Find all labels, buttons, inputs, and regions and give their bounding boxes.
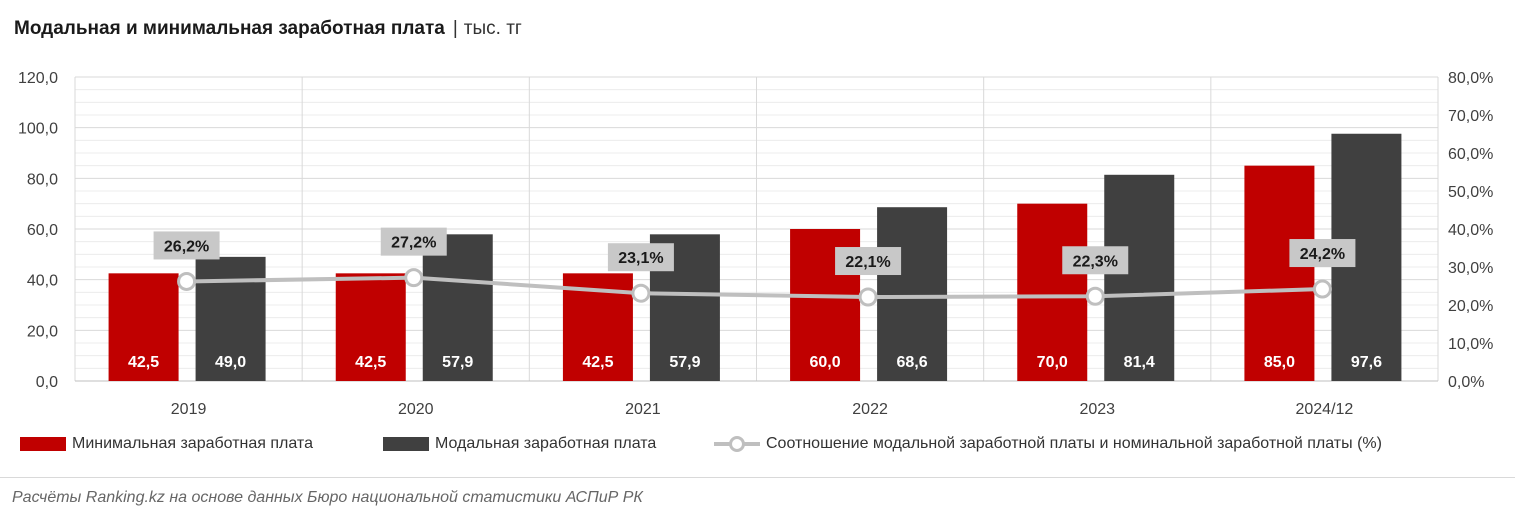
source-note: Расчёты Ranking.kz на основе данных Бюро… [12,489,643,506]
ratio-point [177,271,197,291]
ratio-label-box [1289,239,1356,268]
bar-modal-wage [877,207,948,381]
data-label-modal-wage: 57,9 [442,354,473,371]
bar-min-wage [335,273,406,381]
y-left-tick-label: 0,0 [36,374,58,391]
data-label-modal-wage: 57,9 [669,354,700,371]
legend-swatch-min-wage [20,437,66,451]
legend-label-min-wage: Минимальная заработная плата [72,435,313,452]
ratio-point [858,287,878,307]
data-label-modal-wage: 81,4 [1124,354,1155,371]
chart-legend: Минимальная заработная плата Модальная з… [0,435,1515,463]
y-left-tick-label: 20,0 [27,323,58,340]
data-label-ratio: 22,3% [1073,253,1118,270]
x-tick-label: 2020 [398,401,434,418]
legend-item-min-wage: Минимальная заработная плата [20,435,313,453]
y-right-tick-label: 0,0% [1448,374,1484,391]
x-tick-label: 2019 [171,401,207,418]
bar-min-wage [108,273,179,381]
data-label-min-wage: 85,0 [1264,354,1295,371]
chart-title-unit: тыс. тг [463,18,522,39]
y-right-tick-label: 40,0% [1448,222,1493,239]
chart-title-main: Модальная и минимальная заработная плата [14,18,445,39]
ratio-point [1312,279,1332,299]
y-right-tick-label: 30,0% [1448,260,1493,277]
ratio-series-line [186,275,1323,300]
legend-item-ratio: Соотношение модальной заработной платы и… [714,435,1382,453]
title-separator: | [452,18,458,39]
data-label-ratio: 26,2% [164,238,209,255]
bar-modal-wage [1104,174,1175,381]
y-left-tick-label: 120,0 [18,70,58,87]
y-right-tick-label: 20,0% [1448,298,1493,315]
data-label-ratio: 27,2% [391,235,436,252]
y-right-tick-label: 60,0% [1448,146,1493,163]
ratio-label-box [607,243,674,272]
y-right-tick-label: 10,0% [1448,336,1493,353]
bar-min-wage [1244,165,1315,381]
ratio-point [1085,286,1105,306]
data-label-ratio: 24,2% [1300,246,1345,263]
data-label-ratio: 23,1% [618,250,663,267]
y-left-tick-label: 80,0 [27,171,58,188]
x-tick-label: 2022 [852,401,888,418]
data-label-min-wage: 60,0 [810,354,841,371]
legend-swatch-ratio [714,436,760,452]
x-tick-label: 2023 [1079,401,1115,418]
ratio-label-box [153,231,220,260]
legend-label-modal-wage: Модальная заработная плата [435,435,657,452]
chart-canvas: 0,0 20,0 40,0 60,0 80,0 100,0 120,0 0,0% 10,0% 20… [18,70,1493,418]
y-right-tick-label: 50,0% [1448,184,1493,201]
source-divider [0,477,1515,478]
data-label-modal-wage: 97,6 [1351,354,1382,371]
ratio-point [404,268,424,288]
data-label-min-wage: 42,5 [128,354,159,371]
data-label-modal-wage: 68,6 [897,354,928,371]
legend-item-modal-wage: Модальная заработная плата [383,435,656,453]
y-right-tick-label: 70,0% [1448,108,1493,125]
bar-modal-wage [195,256,266,381]
ratio-label-box [1062,246,1129,275]
bar-modal-wage [422,234,493,381]
chart-title: Модальная и минимальная заработная плата… [14,18,522,40]
bar-min-wage [1017,203,1088,381]
legend-label-ratio: Соотношение модальной заработной платы и… [766,435,1382,452]
data-label-min-wage: 42,5 [582,354,613,371]
x-tick-label: 2024/12 [1295,401,1353,418]
y-left-tick-label: 40,0 [27,273,58,290]
x-tick-label: 2021 [625,401,661,418]
ratio-point [631,283,651,303]
data-label-modal-wage: 49,0 [215,354,246,371]
y-left-tick-label: 60,0 [27,222,58,239]
data-label-ratio: 22,1% [845,254,890,271]
data-label-min-wage: 42,5 [355,354,386,371]
ratio-label-box [380,227,447,256]
data-label-min-wage: 70,0 [1037,354,1068,371]
ratio-label-box [835,247,902,276]
legend-swatch-modal-wage [383,437,429,451]
y-right-tick-label: 80,0% [1448,70,1493,87]
y-left-tick-label: 100,0 [18,121,58,138]
